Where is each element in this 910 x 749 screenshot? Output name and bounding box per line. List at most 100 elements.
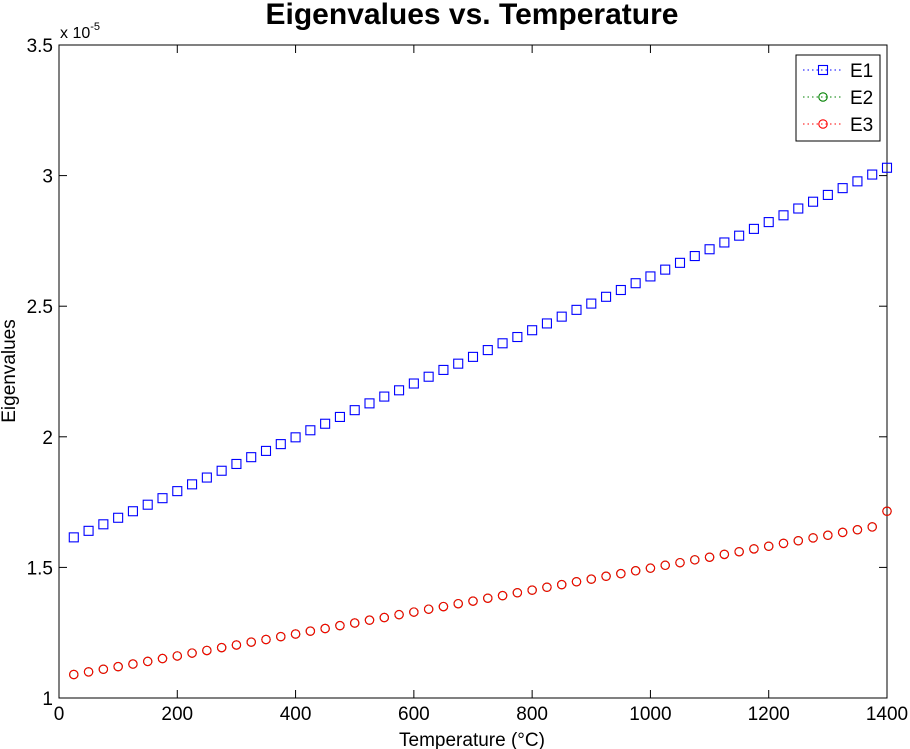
data-point-e1 (260, 445, 272, 456)
data-point-e3 (571, 577, 582, 587)
data-point-e3 (616, 568, 626, 579)
data-point-e1 (571, 304, 582, 315)
data-point-e3 (527, 585, 537, 595)
x-tick-label: 800 (516, 704, 548, 725)
data-point-e1 (216, 465, 227, 476)
data-point-e3 (83, 667, 94, 677)
legend-marker-e2 (818, 92, 828, 102)
data-point-e3 (749, 544, 759, 554)
y-axis-label: Eigenvalues (0, 319, 20, 423)
data-point-e1 (379, 391, 390, 402)
data-point-e3 (690, 555, 700, 565)
data-point-e3 (320, 623, 330, 634)
data-point-e3 (379, 612, 390, 623)
data-point-e3 (69, 669, 79, 680)
chart-title: Eigenvalues vs. Temperature (266, 0, 679, 31)
data-point-e1 (748, 223, 759, 234)
y-tick-label: 1.5 (27, 558, 53, 579)
data-point-e1 (822, 189, 833, 200)
data-point-e3 (349, 618, 360, 628)
data-point-e3 (483, 593, 493, 603)
data-point-e3 (409, 607, 419, 617)
data-point-e1 (438, 364, 449, 375)
plot-area (58, 44, 893, 699)
data-point-e1 (689, 250, 700, 262)
data-point-e3 (586, 574, 597, 584)
data-point-e1 (142, 499, 153, 510)
data-point-e1 (852, 176, 863, 187)
data-point-e3 (142, 656, 153, 667)
data-point-e1 (68, 532, 79, 543)
data-point-e1 (453, 358, 464, 369)
y-tick-label: 2 (42, 428, 53, 449)
data-point-e3 (556, 579, 567, 590)
y-exponent-power: -5 (90, 21, 100, 33)
data-point-e1 (645, 271, 656, 282)
data-point-e1 (808, 196, 819, 207)
data-point-e3 (98, 664, 109, 675)
data-point-e1 (734, 230, 745, 241)
data-point-e1 (778, 210, 789, 221)
legend-entries: E1 E2 E3 (803, 61, 873, 136)
data-point-e3 (542, 582, 552, 593)
data-point-e1 (275, 439, 286, 450)
data-point-e3 (305, 626, 316, 636)
axis-ticks (58, 44, 888, 699)
data-point-e1 (231, 458, 242, 470)
x-axis-label: Temperature (°C) (399, 730, 545, 749)
data-point-e3 (867, 522, 877, 532)
x-tick-label: 400 (280, 704, 312, 725)
data-point-e3 (882, 506, 892, 516)
x-tick-label: 0 (54, 704, 65, 725)
y-tick-label: 3.5 (27, 36, 53, 57)
legend-label-e1: E1 (850, 61, 873, 82)
y-exponent-label: x 10-5 (60, 21, 100, 42)
legend-marker-e1 (817, 64, 829, 76)
x-tick-label: 1000 (629, 704, 671, 725)
data-point-e1 (349, 405, 360, 416)
data-point-e3 (335, 620, 345, 631)
data-point-e3 (645, 563, 656, 573)
data-point-e3 (497, 590, 508, 601)
data-point-e3 (364, 615, 375, 625)
data-point-e3 (216, 642, 227, 653)
data-point-e1 (527, 325, 538, 336)
data-point-e3 (468, 596, 478, 606)
data-point-e3 (512, 587, 523, 598)
data-point-e3 (763, 541, 774, 551)
data-point-e1 (881, 162, 893, 173)
data-point-e3 (438, 601, 449, 612)
data-point-e1 (394, 385, 405, 396)
data-point-e1 (157, 493, 168, 504)
data-point-e1 (601, 291, 612, 302)
legend-marker-e3 (818, 119, 828, 129)
legend-label-e3: E3 (850, 115, 873, 136)
y-tick-label: 3 (42, 167, 53, 188)
data-point-e1 (201, 472, 212, 483)
data-point-e1 (408, 378, 419, 389)
data-point-e3 (128, 659, 138, 669)
data-point-e3 (113, 661, 123, 672)
data-point-e1 (497, 338, 508, 349)
data-point-e1 (704, 244, 715, 255)
data-point-e3 (601, 571, 611, 582)
data-point-e3 (202, 645, 212, 656)
series-layer (68, 162, 893, 680)
data-point-e1 (364, 398, 375, 409)
data-point-e1 (615, 284, 626, 296)
data-point-e3 (157, 653, 168, 664)
legend: E1 E2 E3 (795, 54, 881, 142)
data-point-e1 (305, 425, 316, 436)
data-point-e1 (98, 519, 109, 530)
data-point-e3 (231, 640, 242, 650)
plot-frame (58, 44, 888, 699)
legend-label-e2: E2 (850, 88, 873, 109)
data-point-e1 (113, 512, 124, 523)
data-point-e1 (334, 411, 345, 422)
data-point-e1 (660, 264, 671, 275)
data-point-e3 (778, 538, 789, 549)
y-exponent-base: x 10 (60, 25, 90, 42)
data-point-e3 (837, 527, 848, 538)
data-point-e3 (630, 566, 641, 576)
series-e3 (69, 506, 892, 680)
